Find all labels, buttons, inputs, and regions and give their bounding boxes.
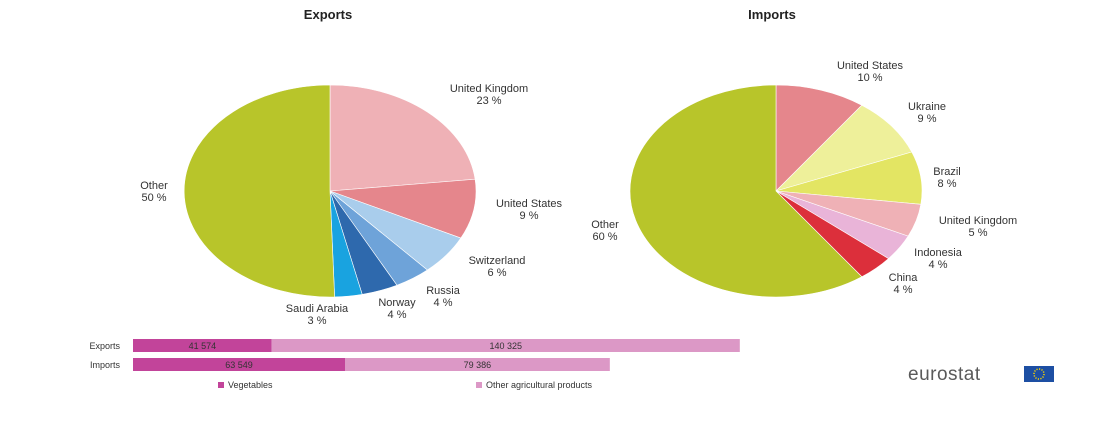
bar-exports-vegetables: [133, 339, 272, 352]
exports-pie: [183, 84, 477, 298]
slice-label-indonesia: Indonesia: [914, 247, 963, 259]
pie-slice-united-states: [329, 178, 477, 239]
slice-label-united-kingdom: United Kingdom: [939, 215, 1017, 227]
slice-pct-indonesia: 4 %: [929, 259, 948, 271]
bar-imports-vegetables: [133, 358, 345, 371]
slice-label-ukraine: Ukraine: [908, 101, 946, 113]
slice-pct-united-states: 10 %: [857, 72, 882, 84]
bar-value-exports-other-agricultural-products: 140 325: [489, 341, 522, 351]
slice-label-russia: Russia: [426, 285, 461, 297]
slice-pct-other: 50 %: [141, 192, 166, 204]
legend-swatch-other-agricultural-products: [476, 382, 482, 388]
slice-pct-united-kingdom: 23 %: [476, 95, 501, 107]
slice-pct-china: 4 %: [894, 284, 913, 296]
slice-label-united-states: United States: [837, 60, 904, 72]
slice-label-other: Other: [140, 180, 168, 192]
slice-pct-united-states: 9 %: [520, 210, 539, 222]
slice-label-china: China: [889, 272, 919, 284]
pie-slice-ukraine: [775, 104, 913, 192]
slice-label-united-kingdom: United Kingdom: [450, 83, 528, 95]
slice-label-switzerland: Switzerland: [469, 255, 526, 267]
bar-value-imports-other-agricultural-products: 79 386: [464, 360, 492, 370]
slice-pct-brazil: 8 %: [938, 178, 957, 190]
slice-pct-united-kingdom: 5 %: [969, 227, 988, 239]
slice-label-united-states: United States: [496, 198, 563, 210]
slice-pct-ukraine: 9 %: [918, 113, 937, 125]
eurostat-logo-text: eurostat: [908, 364, 981, 385]
imports-pie: [629, 84, 923, 298]
slice-label-other: Other: [591, 219, 619, 231]
slice-pct-russia: 4 %: [434, 297, 453, 309]
pie-slice-other: [629, 84, 863, 298]
bar-category-exports: Exports: [89, 341, 120, 351]
legend-swatch-vegetables: [218, 382, 224, 388]
stacked-bar-chart: Exports 41 574 140 325 Imports 63 549 79 386: [89, 339, 740, 371]
pie-slice-other: [183, 84, 335, 298]
slice-pct-switzerland: 6 %: [488, 267, 507, 279]
slice-label-brazil: Brazil: [933, 166, 961, 178]
bar-category-imports: Imports: [90, 360, 121, 370]
slice-label-norway: Norway: [378, 297, 416, 309]
eu-stars-icon: [1033, 368, 1045, 380]
imports-chart-title: Imports: [748, 7, 796, 22]
slice-pct-other: 60 %: [592, 231, 617, 243]
pie-slice-united-kingdom: [329, 84, 476, 192]
bar-value-exports-vegetables: 41 574: [189, 341, 217, 351]
slice-label-saudi-arabia: Saudi Arabia: [286, 303, 349, 315]
eurostat-logo: eurostat: [908, 364, 1054, 385]
exports-chart-title: Exports: [304, 7, 352, 22]
bar-value-imports-vegetables: 63 549: [225, 360, 253, 370]
bar-exports-other-agricultural-products: [271, 339, 740, 352]
bar-imports-other-agricultural-products: [344, 358, 610, 371]
slice-pct-saudi-arabia: 3 %: [308, 315, 327, 327]
legend-label-other-agricultural-products: Other agricultural products: [486, 380, 593, 390]
legend-label-vegetables: Vegetables: [228, 380, 273, 390]
pie-slice-united-states: [775, 84, 863, 192]
slice-pct-norway: 4 %: [388, 309, 407, 321]
bar-legend: Vegetables Other agricultural products: [218, 380, 593, 390]
eu-flag-icon: [1024, 366, 1054, 382]
